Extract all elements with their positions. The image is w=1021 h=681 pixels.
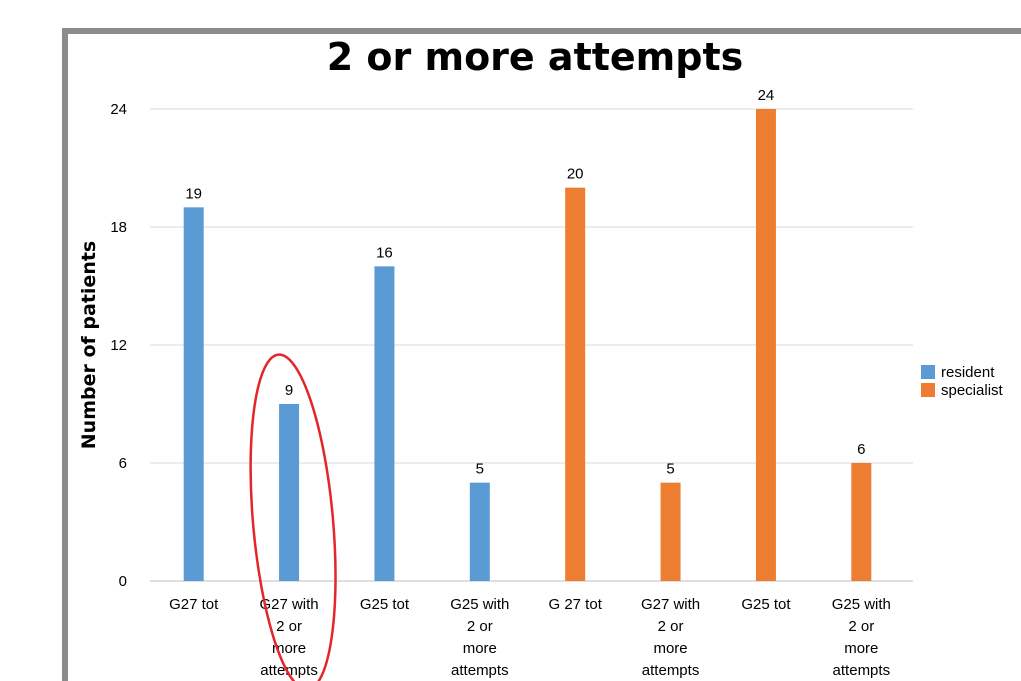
category-label-line: 2 or	[848, 618, 874, 635]
category-label-line: 2 or	[276, 618, 302, 635]
legend-swatch	[921, 365, 935, 379]
y-tick-label: 12	[110, 337, 127, 354]
bar	[660, 482, 681, 581]
data-label: 9	[285, 382, 293, 399]
bars	[183, 109, 872, 582]
bar	[183, 207, 204, 582]
category-label: G27 with 2 or more attempts	[259, 596, 318, 679]
y-axis-label: Number of patients	[78, 241, 100, 449]
category-label-line: G25 with	[450, 596, 509, 613]
category-label-line: G25 tot	[741, 596, 791, 613]
category-label: G25 tot	[360, 596, 410, 613]
legend-label: specialist	[941, 382, 1004, 399]
category-label-line: more	[844, 640, 878, 657]
bar	[755, 109, 776, 581]
data-label: 19	[185, 185, 202, 202]
category-label-line: attempts	[642, 662, 700, 679]
category-label-line: attempts	[451, 662, 509, 679]
category-label: G27 with 2 or more attempts	[641, 596, 700, 679]
category-label-line: more	[653, 640, 687, 657]
highlight-ellipse	[249, 353, 337, 681]
category-label: G 27 tot	[549, 596, 603, 613]
y-tick-labels: 0 6 12 18 24	[110, 101, 127, 590]
data-label: 20	[567, 166, 584, 183]
y-tick-label: 24	[110, 101, 127, 118]
y-tick-label: 18	[110, 219, 127, 236]
legend-swatch	[921, 383, 935, 397]
data-labels: 19 9 16 5 20 5 24 6	[185, 87, 865, 478]
y-tick-label: 0	[119, 573, 127, 590]
data-label: 24	[758, 87, 775, 104]
bar	[565, 187, 586, 581]
data-label: 6	[857, 441, 865, 458]
bar	[469, 482, 490, 581]
legend-label: resident	[941, 364, 995, 381]
category-label-line: attempts	[260, 662, 318, 679]
category-label-line: G27 with	[259, 596, 318, 613]
chart-frame-left	[62, 28, 68, 681]
category-labels: G27 tot G27 with 2 or more attempts G25 tot G2…	[169, 596, 891, 679]
category-label-line: 2 or	[658, 618, 684, 635]
category-label-line: more	[272, 640, 306, 657]
data-label: 5	[666, 461, 674, 478]
category-label: G25 tot	[741, 596, 791, 613]
category-label-line: G27 with	[641, 596, 700, 613]
category-label-line: G 27 tot	[549, 596, 603, 613]
bar	[851, 463, 872, 581]
category-label-line: attempts	[833, 662, 891, 679]
category-label-line: more	[463, 640, 497, 657]
bar	[374, 266, 395, 581]
y-tick-label: 6	[119, 455, 127, 472]
category-label-line: G27 tot	[169, 596, 219, 613]
category-label-line: G25 with	[832, 596, 891, 613]
category-label-line: G25 tot	[360, 596, 410, 613]
category-label: G27 tot	[169, 596, 219, 613]
category-label: G25 with 2 or more attempts	[832, 596, 891, 679]
chart-title: 2 or more attempts	[327, 35, 744, 79]
category-label-line: 2 or	[467, 618, 493, 635]
bar	[279, 404, 300, 581]
chart-frame-top	[62, 28, 1021, 34]
data-label: 5	[476, 461, 484, 478]
annotation	[249, 353, 337, 681]
category-label: G25 with 2 or more attempts	[450, 596, 509, 679]
data-label: 16	[376, 244, 393, 261]
gridlines	[150, 108, 913, 582]
